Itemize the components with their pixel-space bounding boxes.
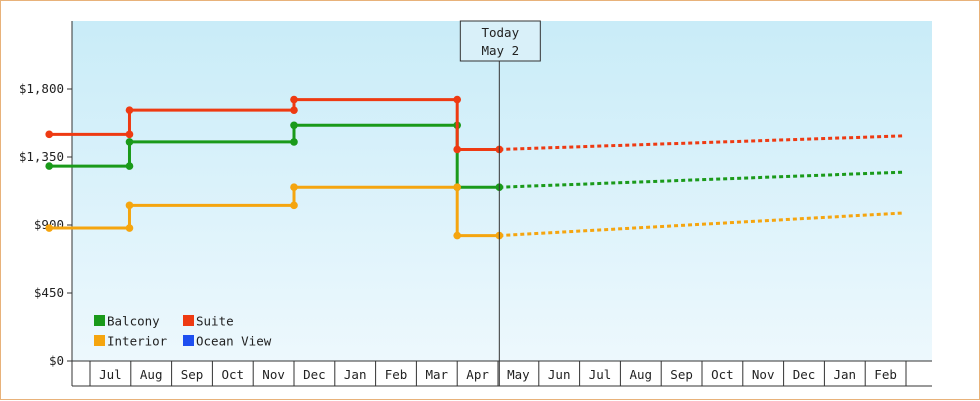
x-tick-label: Mar — [426, 367, 449, 382]
data-point — [290, 138, 298, 146]
data-point — [290, 106, 298, 114]
data-point — [453, 145, 462, 154]
today-label: Today — [481, 25, 519, 40]
y-tick-label: $0 — [49, 353, 64, 368]
x-tick-label: Jul — [99, 367, 122, 382]
series-forecast-line — [499, 134, 905, 151]
series-interior — [45, 183, 905, 240]
y-tick-label: $1,800 — [19, 81, 64, 96]
series-forecast-line — [499, 211, 905, 238]
x-tick-label: Aug — [630, 367, 653, 382]
legend-label: Ocean View — [196, 334, 272, 349]
data-point — [453, 231, 462, 240]
legend: Balcony Suite Interior Ocean View — [94, 314, 272, 349]
legend-swatch — [94, 315, 105, 326]
x-tick-label: Nov — [752, 367, 775, 382]
plot-area — [72, 21, 932, 361]
x-tick-label: Jun — [548, 367, 571, 382]
y-tick-label: $1,350 — [19, 149, 64, 164]
x-tick-label: Sep — [670, 367, 693, 382]
data-point — [453, 183, 462, 192]
x-tick-label: Jan — [834, 367, 857, 382]
legend-item: Ocean View — [183, 334, 272, 349]
x-tick-label: Dec — [303, 367, 326, 382]
data-point — [125, 224, 134, 232]
series-balcony — [45, 121, 905, 192]
x-tick-label: Oct — [711, 367, 734, 382]
x-tick-label: Feb — [874, 367, 897, 382]
data-point — [290, 95, 298, 104]
legend-swatch — [94, 335, 105, 346]
series-suite — [45, 95, 905, 154]
x-tick-label: Dec — [793, 367, 816, 382]
x-tick-label: Nov — [262, 367, 285, 382]
today-label-box — [459, 20, 541, 62]
x-tick-label: Oct — [222, 367, 245, 382]
data-point — [290, 121, 298, 130]
legend-item: Suite — [183, 314, 234, 329]
series-forecast-line — [499, 170, 905, 189]
legend-swatch — [183, 315, 194, 326]
series-layer — [45, 95, 905, 240]
data-point — [125, 162, 134, 170]
data-point — [45, 162, 53, 170]
y-axis: $0$450$900$1,350$1,800 — [19, 21, 73, 386]
today-marker: Today May 2 — [459, 20, 541, 386]
x-tick-label: Jul — [589, 367, 612, 382]
x-tick-label: Apr — [466, 367, 489, 382]
x-tick-label: Aug — [140, 367, 163, 382]
x-tick-label: Jan — [344, 367, 367, 382]
series-line — [49, 98, 500, 151]
today-date-label: May 2 — [481, 43, 519, 58]
data-point — [453, 95, 462, 104]
series-line — [49, 123, 500, 189]
legend-item: Interior — [94, 334, 168, 349]
x-tick-label: Feb — [385, 367, 408, 382]
legend-label: Balcony — [107, 314, 160, 329]
legend-label: Interior — [107, 334, 168, 349]
x-axis: Jul Aug Sep Oct Nov Dec Jan Feb Mar Apr May Jun Jul A… — [72, 360, 932, 387]
data-point — [125, 138, 134, 146]
data-point — [125, 106, 134, 114]
y-tick-label: $450 — [34, 285, 64, 300]
legend-item: Balcony — [94, 314, 160, 329]
data-point — [290, 183, 298, 192]
data-point — [290, 201, 298, 210]
x-tick-label: May — [507, 367, 530, 382]
data-point — [125, 201, 134, 210]
legend-label: Suite — [196, 314, 234, 329]
legend-swatch — [183, 335, 194, 346]
x-tick-label: Sep — [181, 367, 204, 382]
data-point — [45, 130, 53, 139]
data-point — [45, 224, 53, 232]
data-point — [125, 130, 134, 139]
